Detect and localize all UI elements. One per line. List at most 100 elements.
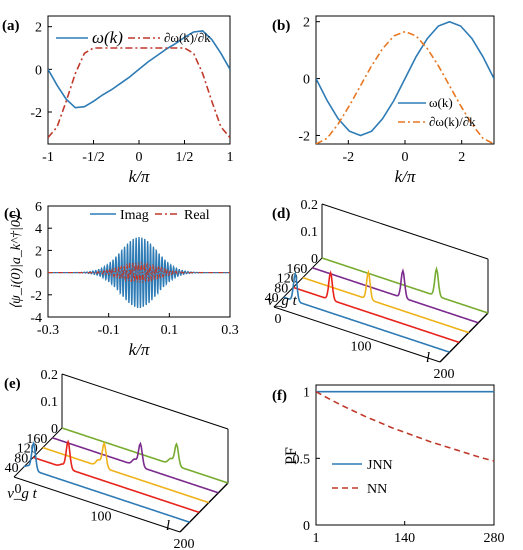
panel-label: (b) xyxy=(272,18,290,34)
z-tick-label: 0.2 xyxy=(301,198,319,213)
y-tick-label: 0 xyxy=(35,63,42,78)
x-tick-label: -2 xyxy=(342,150,354,165)
x-axis-label: l xyxy=(166,518,170,534)
series-line xyxy=(48,30,230,109)
y-tick-label: -2 xyxy=(30,106,42,121)
y-tick-label: 0 xyxy=(303,519,310,534)
x-tick-label: 1 xyxy=(313,531,320,546)
y-tick-label: 120 xyxy=(277,272,298,287)
legend-label: ω(k) xyxy=(92,28,123,47)
z-tick-label: 0 xyxy=(51,422,58,437)
panel-f: 1 140 280 0 0.5 1 (f) v_g t PF JNN NN xyxy=(272,384,505,550)
x-tick-label: -0.3 xyxy=(37,323,59,338)
plot-frame xyxy=(47,205,231,318)
y-tick-label: 0.5 xyxy=(293,452,311,467)
x-tick-label: 100 xyxy=(351,340,372,355)
y-tick-label: 160 xyxy=(26,432,47,447)
axis-line xyxy=(321,203,489,260)
axis-line xyxy=(13,427,63,478)
axis-line xyxy=(273,306,441,363)
trace-line xyxy=(292,270,460,344)
x-tick-label: -1/2 xyxy=(82,150,105,165)
panel-label: (c) xyxy=(4,206,21,222)
y-tick-label: 4 xyxy=(35,222,42,237)
x-tick-label: 0 xyxy=(402,150,409,165)
x-tick-label: 0 xyxy=(15,482,22,497)
y-axis-label: v_g t xyxy=(7,486,37,502)
y-axis-label: ⟨ψ_i(0)|a_k^†|0⟩ xyxy=(9,214,24,309)
series-lines xyxy=(316,390,494,462)
trace-line xyxy=(302,269,470,334)
trace-line xyxy=(283,271,450,353)
legend-label: ∂ω(k)/∂k xyxy=(429,114,476,129)
panel-c: -0.3 -0.1 0.1 0.3 -4 -2 0 2 4 6 (c) k/π Imag Real ⟨ψ_i… xyxy=(4,200,239,359)
trace-line xyxy=(312,267,479,324)
z-tick-label: 0.2 xyxy=(41,368,59,383)
y-tick-label: 160 xyxy=(286,262,307,277)
series-lines xyxy=(48,237,230,309)
trace-line xyxy=(23,441,190,523)
y-tick-label: 2 xyxy=(35,244,42,259)
y-tick-label: 80 xyxy=(274,281,288,296)
x-axis-label: l xyxy=(426,350,430,366)
panel-label: (e) xyxy=(4,376,21,392)
x-tick-label: 200 xyxy=(174,537,195,550)
x-tick-label: 200 xyxy=(434,367,455,382)
axis-line xyxy=(13,476,181,533)
y-tick-label: -4 xyxy=(30,311,42,326)
x-tick-label: 140 xyxy=(394,531,415,546)
x-tick-label: 1/2 xyxy=(176,150,194,165)
panel-a: -1 -1/2 0 1/2 1 -2 0 2 (a) k/π ω(k) ∂ω(k)/∂k xyxy=(2,15,234,186)
y-tick-label: 0 xyxy=(303,73,310,88)
x-tick-label: 1 xyxy=(227,150,234,165)
series-lines xyxy=(48,30,230,139)
x-tick-label: 0.1 xyxy=(161,323,179,338)
axis-line xyxy=(61,373,229,430)
legend-label: ∂ω(k)/∂k xyxy=(164,30,211,45)
trace-line xyxy=(61,427,229,484)
legend-label: Real xyxy=(184,208,210,223)
y-tick-label: 2 xyxy=(303,16,310,31)
panel-label: (f) xyxy=(272,388,287,404)
y-tick-label: 1 xyxy=(303,386,310,401)
trace-line xyxy=(32,439,200,514)
panel-label: (a) xyxy=(2,18,20,34)
axis-line xyxy=(439,312,489,363)
x-tick-label: 0 xyxy=(275,312,282,327)
legend-label: ω(k) xyxy=(429,95,453,110)
z-tick-label: 0 xyxy=(311,252,318,267)
y-axis-label: v_g t xyxy=(267,293,297,309)
x-axis-label: k/π xyxy=(129,340,150,359)
y-tick-label: -2 xyxy=(30,289,42,304)
y-tick-label: 6 xyxy=(35,200,42,215)
x-axis-label: v_g t xyxy=(388,548,423,550)
x-tick-label: 280 xyxy=(484,531,505,546)
series-line xyxy=(48,260,230,284)
y-tick-label: 40 xyxy=(5,461,19,476)
y-tick-label: -2 xyxy=(298,129,310,144)
panel-b: -2 0 2 -2 0 2 (b) k/π ω(k) ∂ω(k)/∂k xyxy=(272,15,495,186)
trace-line xyxy=(42,441,210,504)
series-line xyxy=(316,390,494,462)
x-tick-label: 100 xyxy=(91,510,112,525)
z-tick-label: 0.1 xyxy=(41,395,59,410)
x-tick-label: -1 xyxy=(42,150,54,165)
axis-line xyxy=(179,482,229,533)
y-tick-label: 0 xyxy=(35,267,42,282)
y-tick-label: 80 xyxy=(14,451,28,466)
x-axis-label: k/π xyxy=(395,167,416,186)
legend-label: NN xyxy=(367,482,387,497)
panel-label: (d) xyxy=(272,206,290,222)
axis-line xyxy=(273,257,323,308)
legend-label: JNN xyxy=(367,458,393,473)
y-axis-label: PF xyxy=(283,447,300,465)
z-tick-label: 0.1 xyxy=(301,225,319,240)
series-lines xyxy=(316,20,494,144)
y-tick-label: 2 xyxy=(35,21,42,36)
x-tick-label: 0 xyxy=(136,150,143,165)
x-tick-label: 2 xyxy=(458,150,465,165)
legend-label: Imag xyxy=(120,208,149,223)
x-tick-label: 0.3 xyxy=(221,323,239,338)
